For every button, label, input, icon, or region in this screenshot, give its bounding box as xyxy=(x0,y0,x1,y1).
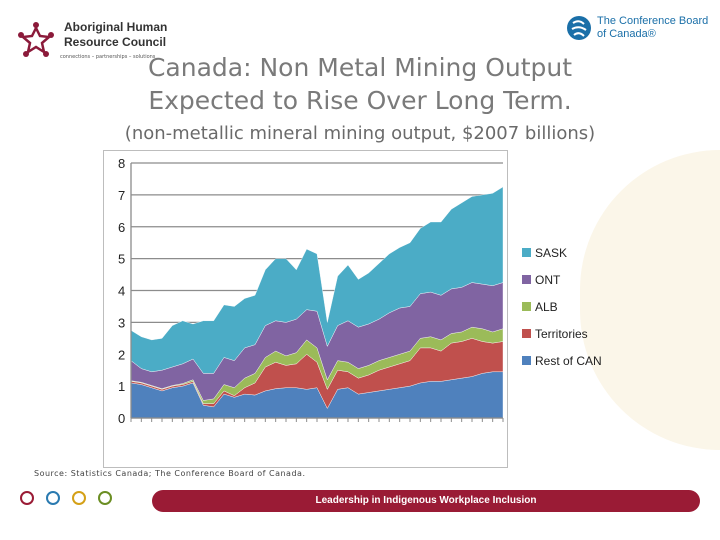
y-tick-label: 0 xyxy=(118,411,125,426)
title-line1: Canada: Non Metal Mining Output xyxy=(147,53,573,82)
star-people-icon xyxy=(18,22,54,57)
y-tick-label: 5 xyxy=(118,252,125,267)
decorative-circles xyxy=(20,491,112,505)
area-sask xyxy=(130,186,504,374)
slide-subtitle: (non-metallic mineral mining output, $20… xyxy=(124,123,596,144)
legend-label: ALB xyxy=(535,300,558,314)
legend-label: ONT xyxy=(535,273,561,287)
cboc-line1: The Conference Board xyxy=(597,15,709,27)
legend-label: Territories xyxy=(535,327,588,341)
ahrc-line2: Resource Council xyxy=(64,35,167,49)
legend-label: Rest of CAN xyxy=(535,354,602,368)
cboc-line2: of Canada® xyxy=(597,28,656,40)
y-tick-label: 2 xyxy=(118,347,125,362)
source-note: Source: Statistics Canada; The Conferenc… xyxy=(34,469,306,478)
y-tick-label: 4 xyxy=(118,284,125,299)
circle-icon xyxy=(20,491,34,505)
y-tick-label: 8 xyxy=(118,156,125,171)
y-tick-label: 6 xyxy=(118,220,125,235)
legend-label: SASK xyxy=(535,246,567,260)
ahrc-logo: Aboriginal Human Resource Council connect… xyxy=(16,20,167,60)
footer-banner: Leadership in Indigenous Workplace Inclu… xyxy=(152,490,700,512)
circle-icon xyxy=(46,491,60,505)
ahrc-line1: Aboriginal Human xyxy=(64,20,168,34)
circle-icon xyxy=(98,491,112,505)
y-tick-label: 3 xyxy=(118,315,125,330)
ahrc-tagline: connections – partnerships – solutions xyxy=(60,54,156,60)
legend-swatch xyxy=(522,329,531,338)
y-tick-label: 1 xyxy=(118,379,125,394)
conference-board-globe-icon xyxy=(567,16,591,40)
circle-icon xyxy=(72,491,86,505)
legend-swatch xyxy=(522,275,531,284)
title-line2: Expected to Rise Over Long Term. xyxy=(148,86,572,115)
conference-board-logo: The Conference Board of Canada® xyxy=(566,15,708,41)
y-tick-label: 7 xyxy=(118,188,125,203)
legend-swatch xyxy=(522,356,531,365)
legend-swatch xyxy=(522,248,531,257)
slide-title: Canada: Non Metal Mining Output Expected… xyxy=(0,51,720,117)
legend-swatch xyxy=(522,302,531,311)
